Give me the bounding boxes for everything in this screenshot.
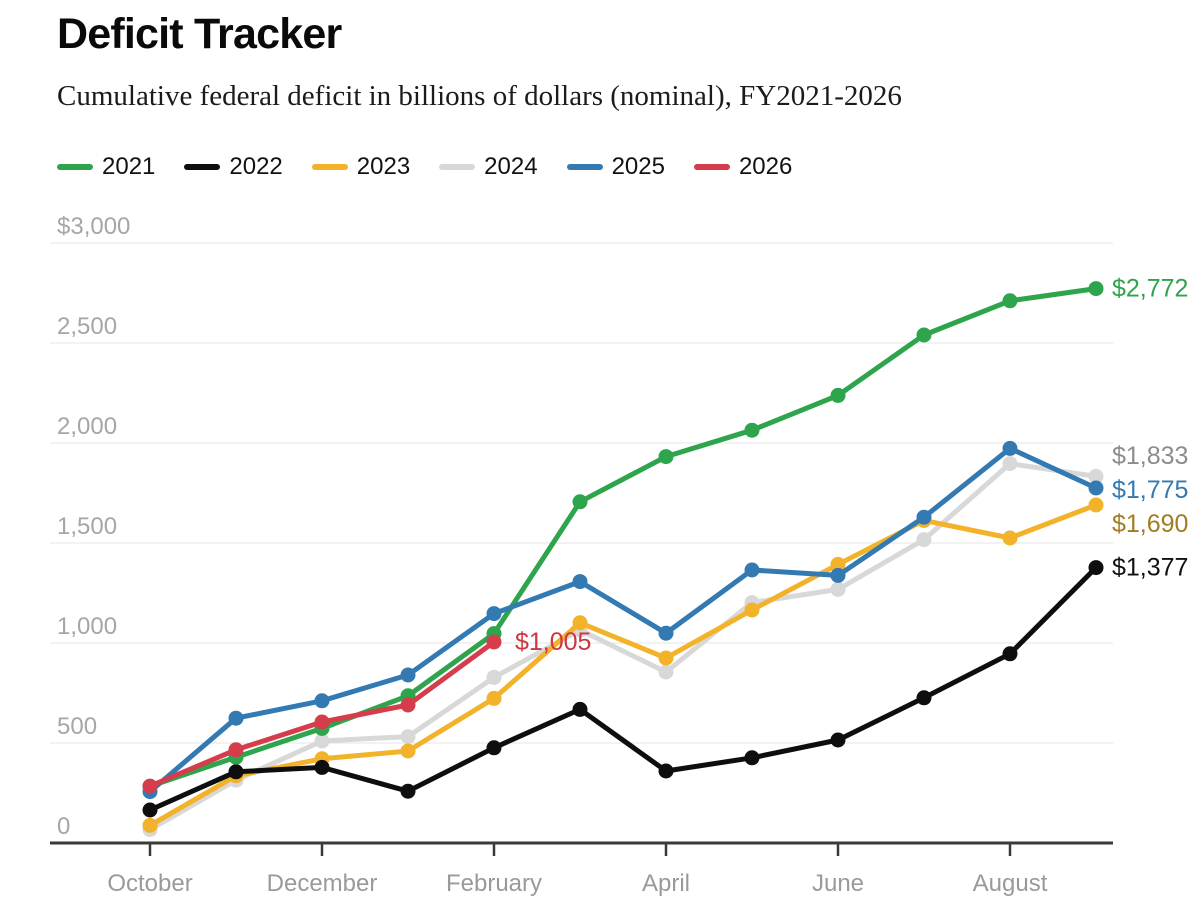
x-axis-tick-label: October	[107, 870, 192, 897]
data-point-2024-august[interactable]	[1002, 456, 1018, 472]
legend-item-2026: 2026	[693, 153, 793, 181]
y-axis-tick-label: 2,500	[57, 313, 117, 340]
legend-item-2023: 2023	[311, 153, 411, 181]
data-point-2023-august[interactable]	[1002, 530, 1018, 546]
data-point-2025-february[interactable]	[486, 606, 502, 622]
data-point-2021-july[interactable]	[916, 327, 932, 343]
legend-label: 2024	[484, 153, 538, 180]
data-point-2022-september[interactable]	[1088, 560, 1104, 576]
series-line-2021	[147, 286, 1099, 789]
data-point-2021-may[interactable]	[744, 422, 760, 438]
data-point-2021-august[interactable]	[1002, 293, 1018, 309]
data-point-2026-october[interactable]	[142, 778, 158, 794]
data-point-2024-february[interactable]	[486, 669, 502, 685]
legend-swatch-2026	[693, 164, 730, 170]
data-point-2021-march[interactable]	[572, 494, 588, 510]
legend-label: 2023	[356, 153, 411, 180]
data-point-2025-november[interactable]	[228, 710, 244, 726]
series-line-2024	[147, 461, 1099, 833]
data-point-2021-april[interactable]	[658, 449, 674, 465]
legend-label: 2026	[738, 153, 793, 180]
data-point-2022-march[interactable]	[572, 701, 588, 717]
y-axis-tick-label: 2,000	[57, 413, 117, 440]
series-line-2022	[147, 565, 1099, 813]
value-label-2023: $1,690	[1112, 510, 1188, 538]
data-point-2025-june[interactable]	[830, 567, 846, 583]
data-point-2023-may[interactable]	[744, 602, 760, 618]
data-point-2023-april[interactable]	[658, 650, 674, 666]
data-point-2022-may[interactable]	[744, 750, 760, 766]
y-axis-tick-label: 1,500	[57, 513, 117, 540]
data-point-2023-october[interactable]	[142, 817, 158, 833]
data-point-2024-july[interactable]	[916, 532, 932, 548]
x-axis-tick-label: February	[446, 870, 542, 897]
legend-swatch-2023	[311, 164, 348, 170]
data-point-2025-september[interactable]	[1088, 480, 1104, 496]
data-point-2023-june[interactable]	[830, 556, 846, 572]
data-point-2025-april[interactable]	[658, 625, 674, 641]
data-point-2026-november[interactable]	[228, 742, 244, 758]
value-label-2025: $1,775	[1112, 476, 1188, 504]
data-point-2025-july[interactable]	[916, 509, 932, 525]
y-axis-tick-label: 1,000	[57, 613, 117, 640]
legend-item-2025: 2025	[566, 153, 665, 181]
data-point-2022-december[interactable]	[314, 759, 330, 775]
page-title: Deficit Tracker	[57, 10, 342, 58]
data-point-2024-september[interactable]	[1088, 468, 1104, 484]
legend-item-2022: 2022	[184, 153, 283, 181]
data-point-2022-february[interactable]	[486, 740, 502, 756]
chart-subtitle: Cumulative federal deficit in billions o…	[57, 80, 902, 112]
data-point-2024-april[interactable]	[658, 664, 674, 680]
legend-item-2021: 2021	[57, 153, 155, 181]
data-point-2023-march[interactable]	[572, 615, 588, 631]
data-point-2022-august[interactable]	[1002, 646, 1018, 662]
x-axis-tick-label: August	[973, 870, 1048, 897]
data-point-2025-august[interactable]	[1002, 440, 1018, 456]
data-point-2024-june[interactable]	[830, 581, 846, 597]
series-line-2023	[147, 502, 1099, 828]
data-point-2022-november[interactable]	[228, 764, 244, 780]
x-axis-tick-label: April	[642, 870, 690, 897]
y-axis-tick-label: $3,000	[57, 213, 130, 240]
value-label-2024: $1,833	[1112, 442, 1188, 470]
value-label-2021: $2,772	[1112, 275, 1188, 303]
chart-legend: 2021 2022 2023 2024 2025 2026	[57, 153, 792, 181]
legend-item-2024: 2024	[439, 153, 538, 181]
legend-swatch-2021	[57, 164, 93, 170]
data-point-2022-january[interactable]	[400, 783, 416, 799]
x-axis-tick-label: December	[267, 870, 378, 897]
data-point-2026-december[interactable]	[314, 714, 330, 730]
series-line-2025	[147, 445, 1099, 795]
y-axis-tick-label: 500	[57, 713, 97, 740]
value-label-2022: $1,377	[1112, 554, 1188, 582]
legend-swatch-2025	[566, 164, 603, 170]
data-point-2025-may[interactable]	[744, 562, 760, 578]
data-point-2021-june[interactable]	[830, 387, 846, 403]
data-point-2022-october[interactable]	[142, 802, 158, 818]
data-point-2026-february[interactable]	[486, 634, 502, 650]
legend-label: 2022	[229, 153, 283, 180]
legend-label: 2021	[102, 153, 156, 180]
data-point-2024-december[interactable]	[314, 733, 330, 749]
data-point-2022-july[interactable]	[916, 690, 932, 706]
data-point-2025-march[interactable]	[572, 574, 588, 590]
legend-label: 2025	[611, 153, 665, 180]
legend-swatch-2022	[184, 164, 221, 170]
value-label-2026: $1,005	[515, 628, 591, 656]
x-axis-tick-label: June	[812, 870, 864, 897]
legend-swatch-2024	[439, 164, 476, 170]
data-point-2024-january[interactable]	[400, 729, 416, 745]
data-point-2023-january[interactable]	[400, 743, 416, 759]
data-point-2026-january[interactable]	[400, 697, 416, 713]
y-axis-tick-label: 0	[57, 813, 70, 840]
data-point-2023-february[interactable]	[486, 690, 502, 706]
data-point-2022-april[interactable]	[658, 763, 674, 779]
data-point-2025-january[interactable]	[400, 667, 416, 683]
data-point-2025-december[interactable]	[314, 693, 330, 709]
data-point-2022-june[interactable]	[830, 732, 846, 748]
data-point-2021-september[interactable]	[1088, 281, 1104, 297]
data-point-2023-september[interactable]	[1088, 497, 1104, 513]
